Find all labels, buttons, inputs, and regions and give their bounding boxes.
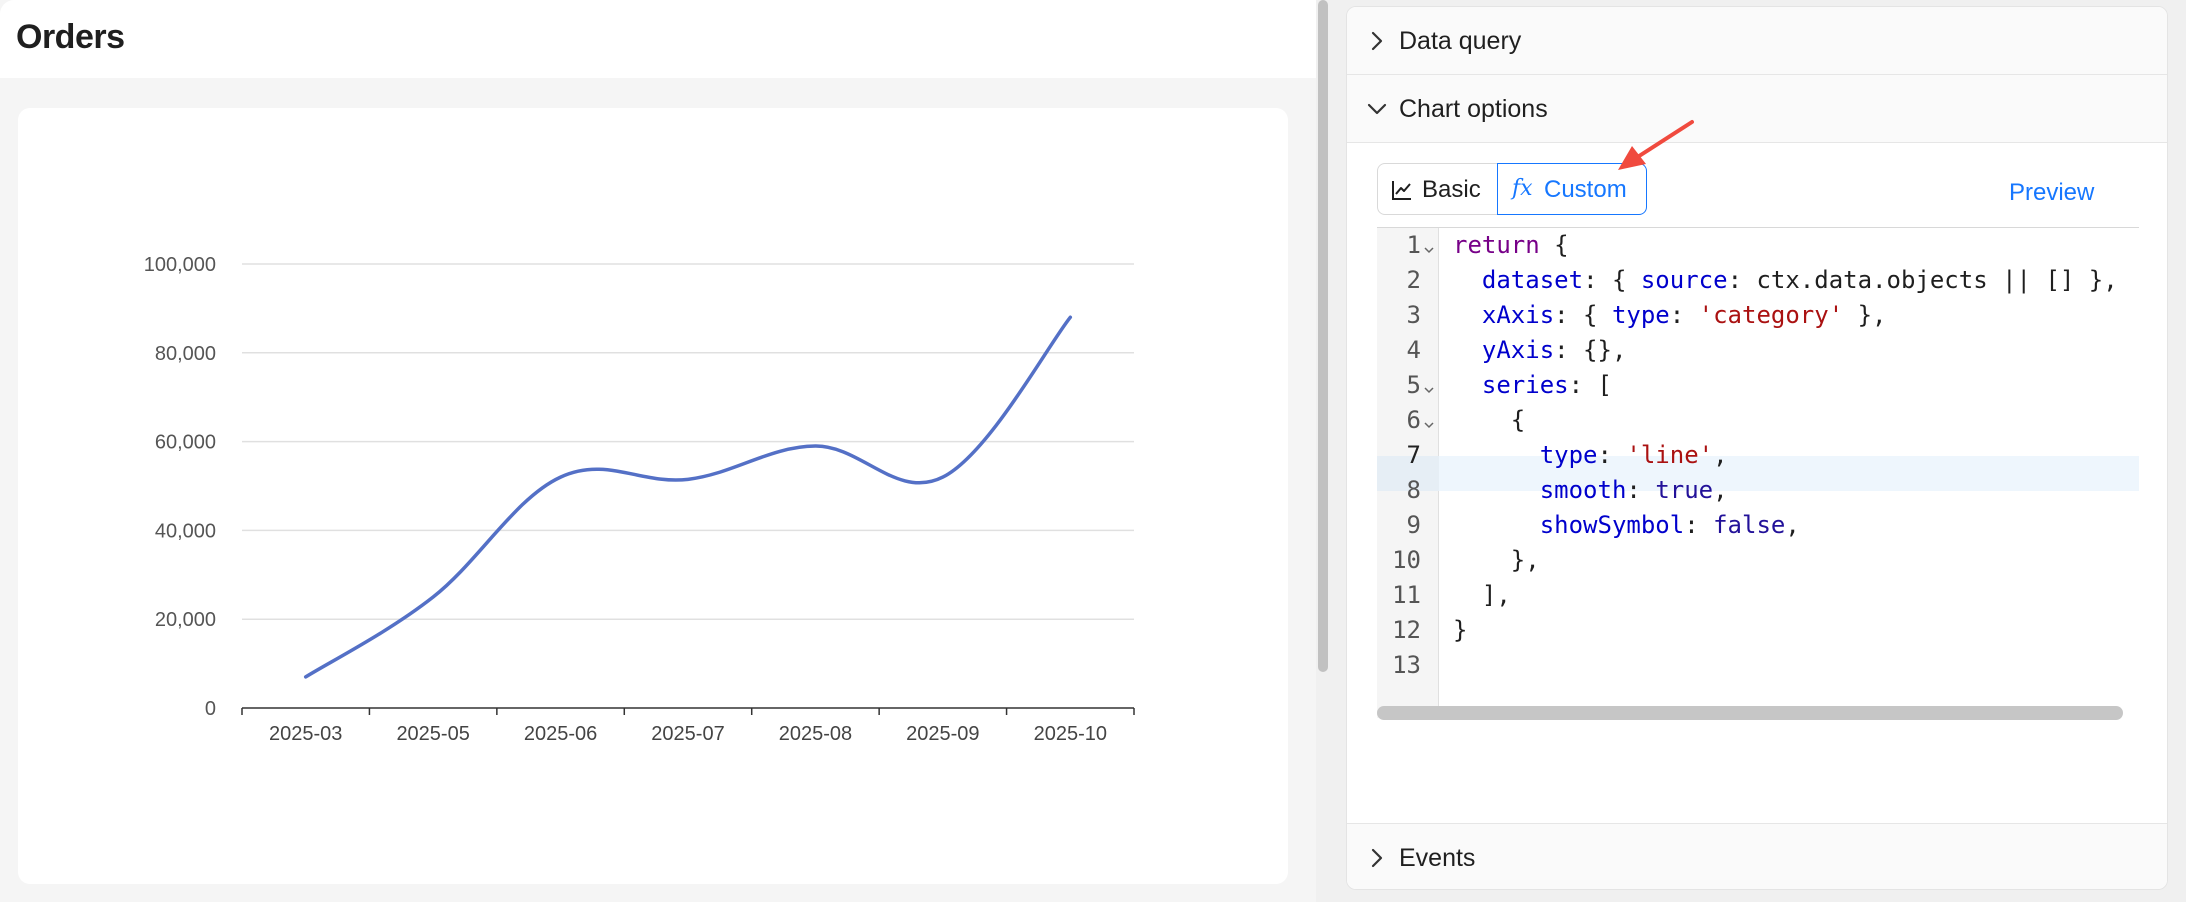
- chevron-down-icon: [1367, 103, 1387, 115]
- code-line-4[interactable]: yAxis: {},: [1481, 336, 1627, 364]
- line-number: 1: [1406, 231, 1421, 259]
- preview-button[interactable]: Preview: [2009, 179, 2095, 206]
- section-chart-options[interactable]: Chart options: [1347, 75, 2167, 143]
- code-line-9[interactable]: showSymbol: false,: [1539, 511, 1800, 539]
- code-line-2[interactable]: dataset: { source: ctx.data.objects || […: [1481, 266, 2118, 294]
- line-number: 11: [1392, 581, 1421, 609]
- page-title: Orders: [16, 18, 125, 56]
- y-tick-label: 0: [205, 698, 216, 720]
- settings-panel: Data query Chart options Basic fx Custom…: [1346, 6, 2168, 890]
- code-line-7[interactable]: type: 'line',: [1539, 441, 1728, 469]
- code-line-6[interactable]: {: [1453, 406, 1526, 434]
- x-tick-label: 2025-03: [269, 723, 342, 745]
- code-line-1[interactable]: return {: [1453, 231, 1569, 259]
- fold-chevron-icon[interactable]: [1423, 419, 1435, 431]
- x-tick-label: 2025-08: [779, 723, 852, 745]
- code-line-3[interactable]: xAxis: { type: 'category' },: [1481, 301, 1887, 329]
- y-tick-label: 100,000: [144, 254, 216, 276]
- line-number: 6: [1406, 406, 1421, 434]
- section-data-query[interactable]: Data query: [1347, 7, 2167, 75]
- active-line-highlight: [1439, 456, 2139, 491]
- chevron-right-icon: [1371, 31, 1383, 51]
- horizontal-scrollbar[interactable]: [1377, 706, 2123, 720]
- code-line-11[interactable]: ],: [1453, 581, 1511, 609]
- chevron-right-icon: [1371, 848, 1383, 868]
- fx-icon: fx: [1512, 176, 1533, 201]
- tab-basic[interactable]: Basic: [1377, 163, 1499, 215]
- line-number: 5: [1406, 371, 1421, 399]
- settings-panel-area: Data query Chart options Basic fx Custom…: [1330, 0, 2186, 902]
- code-line-12[interactable]: }: [1453, 616, 1468, 644]
- line-number: 9: [1406, 511, 1421, 539]
- y-tick-label: 80,000: [155, 343, 216, 365]
- fold-chevron-icon[interactable]: [1423, 384, 1435, 396]
- line-number: 4: [1406, 336, 1421, 364]
- chart-card: 0 20,000 40,000 60,000 80,000 100,000 2025-03 2…: [18, 108, 1288, 884]
- code-line-5[interactable]: series: [: [1481, 371, 1612, 399]
- tab-custom-label: Custom: [1544, 176, 1627, 203]
- code-editor[interactable]: 1 2 3 4 5 6 7 8 9 10 11 12 13 return { dataset: { so…: [1377, 227, 2139, 723]
- line-number: 12: [1392, 616, 1421, 644]
- x-tick-label: 2025-09: [906, 723, 979, 745]
- code-line-8[interactable]: smooth: true,: [1539, 476, 1728, 504]
- y-tick-label: 20,000: [155, 609, 216, 631]
- vertical-scrollbar[interactable]: [1316, 0, 1330, 902]
- y-tick-label: 60,000: [155, 432, 216, 454]
- section-events[interactable]: Events: [1347, 823, 2167, 889]
- code-line-10[interactable]: },: [1453, 546, 1540, 574]
- section-label: Chart options: [1399, 95, 1548, 123]
- title-bar: Orders: [0, 0, 1316, 78]
- section-label: Data query: [1399, 27, 1522, 55]
- x-tick-label: 2025-10: [1034, 723, 1107, 745]
- active-line-gutter: [1377, 456, 1439, 491]
- tab-custom[interactable]: fx Custom: [1497, 163, 1647, 215]
- x-tick-label: 2025-06: [524, 723, 597, 745]
- fold-chevron-icon[interactable]: [1423, 244, 1435, 256]
- line-number: 3: [1406, 301, 1421, 329]
- line-number: 10: [1392, 546, 1421, 574]
- y-tick-label: 40,000: [155, 520, 216, 542]
- line-number: 13: [1392, 651, 1421, 679]
- orders-line-chart: 0 20,000 40,000 60,000 80,000 100,000 2025-03 2…: [144, 254, 1135, 745]
- x-tick-label: 2025-05: [396, 723, 469, 745]
- chart-block: Orders 0 20,000 40,000 60,000 80,000 100,000 2…: [0, 0, 1316, 884]
- scrollbar-thumb[interactable]: [1318, 0, 1328, 672]
- line-number: 2: [1406, 266, 1421, 294]
- line-number: 8: [1406, 476, 1421, 504]
- x-tick-label: 2025-07: [651, 723, 724, 745]
- line-number: 7: [1406, 441, 1421, 469]
- line-chart-icon: [1392, 181, 1411, 200]
- section-label: Events: [1399, 844, 1476, 872]
- tab-basic-label: Basic: [1422, 176, 1481, 203]
- annotation-arrow-icon: [1618, 120, 1694, 170]
- series-line: [303, 315, 1073, 679]
